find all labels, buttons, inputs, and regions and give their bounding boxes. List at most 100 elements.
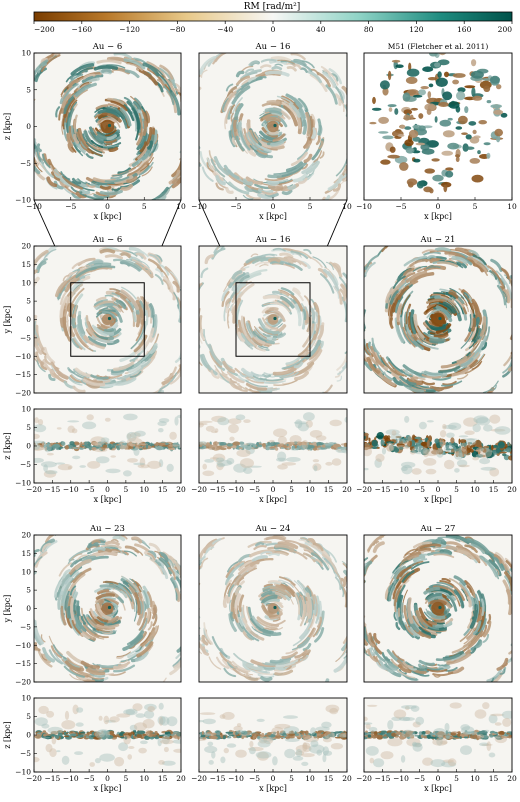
panel-edge24: −20 −15 −10 −5 0 5 10 15 20 x [kpc] <box>191 697 352 793</box>
rm-field <box>199 246 347 393</box>
rm-field <box>34 535 181 682</box>
y-tick-label: −15 <box>15 370 31 379</box>
y-tick-label: 5 <box>26 712 31 721</box>
x-tick-label: 0 <box>271 485 276 494</box>
panel-title: Au − 6 <box>92 235 123 245</box>
x-tick-label: −10 <box>393 485 409 494</box>
panel-edge16: −20 −15 −10 −5 0 5 10 15 20 x [kpc] <box>191 408 352 504</box>
x-tick-label: −20 <box>356 485 372 494</box>
panel-face16: Au − 16 <box>198 235 348 394</box>
x-tick-label: 10 <box>305 485 315 494</box>
x-tick-label: 0 <box>105 774 110 783</box>
panel-title: Au − 21 <box>420 235 456 245</box>
y-tick-label: 20 <box>21 242 31 251</box>
x-tick-label: −15 <box>44 485 60 494</box>
y-axis-label: y [kpc] <box>3 306 12 335</box>
colorbar-tick-label: 40 <box>316 25 326 34</box>
rm-field <box>34 409 181 483</box>
rm-field <box>199 409 347 483</box>
x-tick-label: 0 <box>271 202 276 211</box>
colorbar-tick-label: −160 <box>71 25 92 34</box>
panel-title: Au − 16 <box>255 42 291 52</box>
x-tick-label: −5 <box>84 774 95 783</box>
x-tick-label: −5 <box>395 202 406 211</box>
x-tick-label: 5 <box>142 202 147 211</box>
x-tick-label: −15 <box>375 485 391 494</box>
x-tick-label: 15 <box>324 485 334 494</box>
x-tick-label: −10 <box>191 202 207 211</box>
x-axis-label: x [kpc] <box>424 784 452 793</box>
y-tick-label: −15 <box>15 659 31 668</box>
x-tick-label: 5 <box>123 774 128 783</box>
colorbar-tick-label: 200 <box>498 25 513 34</box>
panel-frame <box>363 534 513 683</box>
x-tick-label: −5 <box>65 202 76 211</box>
y-tick-label: −10 <box>15 196 31 205</box>
rm-field <box>199 698 347 772</box>
panel-zoom16: Au − 16 −10 −5 0 5 10 x [kpc] <box>191 42 352 221</box>
y-tick-label: 5 <box>26 297 31 306</box>
x-axis-label: x [kpc] <box>259 212 287 221</box>
x-tick-label: 10 <box>507 202 517 211</box>
x-tick-label: −20 <box>191 485 207 494</box>
panel-frame <box>363 245 513 394</box>
x-tick-label: 0 <box>436 485 441 494</box>
y-tick-label: 20 <box>21 531 31 540</box>
x-tick-label: 15 <box>158 774 168 783</box>
zoom-inset-box <box>235 282 311 357</box>
y-tick-label: 15 <box>21 549 31 558</box>
colorbar-tick-label: 160 <box>457 25 472 34</box>
x-tick-label: −10 <box>228 485 244 494</box>
x-tick-label: 10 <box>470 485 480 494</box>
y-tick-label: −5 <box>20 159 31 168</box>
y-tick-label: 10 <box>21 694 31 703</box>
x-tick-label: 20 <box>507 485 517 494</box>
y-tick-label: 5 <box>26 586 31 595</box>
rm-field <box>364 535 512 682</box>
y-tick-label: −10 <box>15 479 31 488</box>
panel-face23: Au − 23 −20 −15 −10 −5 0 5 10 15 20 y [kpc] <box>3 524 182 687</box>
x-tick-label: 10 <box>139 774 149 783</box>
x-tick-label: −10 <box>356 202 372 211</box>
x-tick-label: −5 <box>230 202 241 211</box>
rm-field <box>199 535 347 682</box>
y-tick-label: −5 <box>20 460 31 469</box>
x-axis-label: x [kpc] <box>94 784 122 793</box>
panel-title: Au − 16 <box>255 235 291 245</box>
x-tick-label: −5 <box>249 485 260 494</box>
panel-zoom6: Au − 6 −10 −5 0 5 10 −10 −5 0 5 10 x [kpc] z [kpc] <box>3 42 186 221</box>
y-axis-label: z [kpc] <box>3 721 12 748</box>
x-tick-label: 20 <box>176 774 186 783</box>
x-tick-label: 20 <box>342 485 352 494</box>
x-tick-label: 0 <box>105 202 110 211</box>
colorbar: RM [rad/m²] −200 −160 −120 −80 −40 0 40 80 120 16… <box>33 2 513 34</box>
y-tick-label: 5 <box>26 423 31 432</box>
x-tick-label: −15 <box>375 774 391 783</box>
panel-m51: M51 (Fletcher et al. 2011) −10 −5 0 5 10 x [kp… <box>356 42 517 221</box>
x-tick-label: −15 <box>44 774 60 783</box>
y-tick-label: 10 <box>21 567 31 576</box>
x-tick-label: 5 <box>289 774 294 783</box>
x-tick-label: −15 <box>210 774 226 783</box>
colorbar-tick-label: 80 <box>364 25 374 34</box>
x-tick-label: 10 <box>470 774 480 783</box>
y-tick-label: 0 <box>26 731 31 740</box>
x-tick-label: 20 <box>176 485 186 494</box>
panel-face27: Au − 27 <box>363 524 513 683</box>
rm-field <box>34 53 181 200</box>
panel-edge27: −20 −15 −10 −5 0 5 10 15 20 x [kpc] <box>356 697 517 793</box>
y-tick-label: −5 <box>20 749 31 758</box>
x-tick-label: −10 <box>63 485 79 494</box>
x-tick-label: 5 <box>123 485 128 494</box>
x-tick-label: 5 <box>289 485 294 494</box>
x-tick-label: −10 <box>63 774 79 783</box>
x-tick-label: −10 <box>393 774 409 783</box>
x-tick-label: −20 <box>26 774 42 783</box>
y-tick-label: 15 <box>21 260 31 269</box>
y-axis-label: z [kpc] <box>3 432 12 459</box>
x-tick-label: 20 <box>342 774 352 783</box>
x-tick-label: 0 <box>436 774 441 783</box>
